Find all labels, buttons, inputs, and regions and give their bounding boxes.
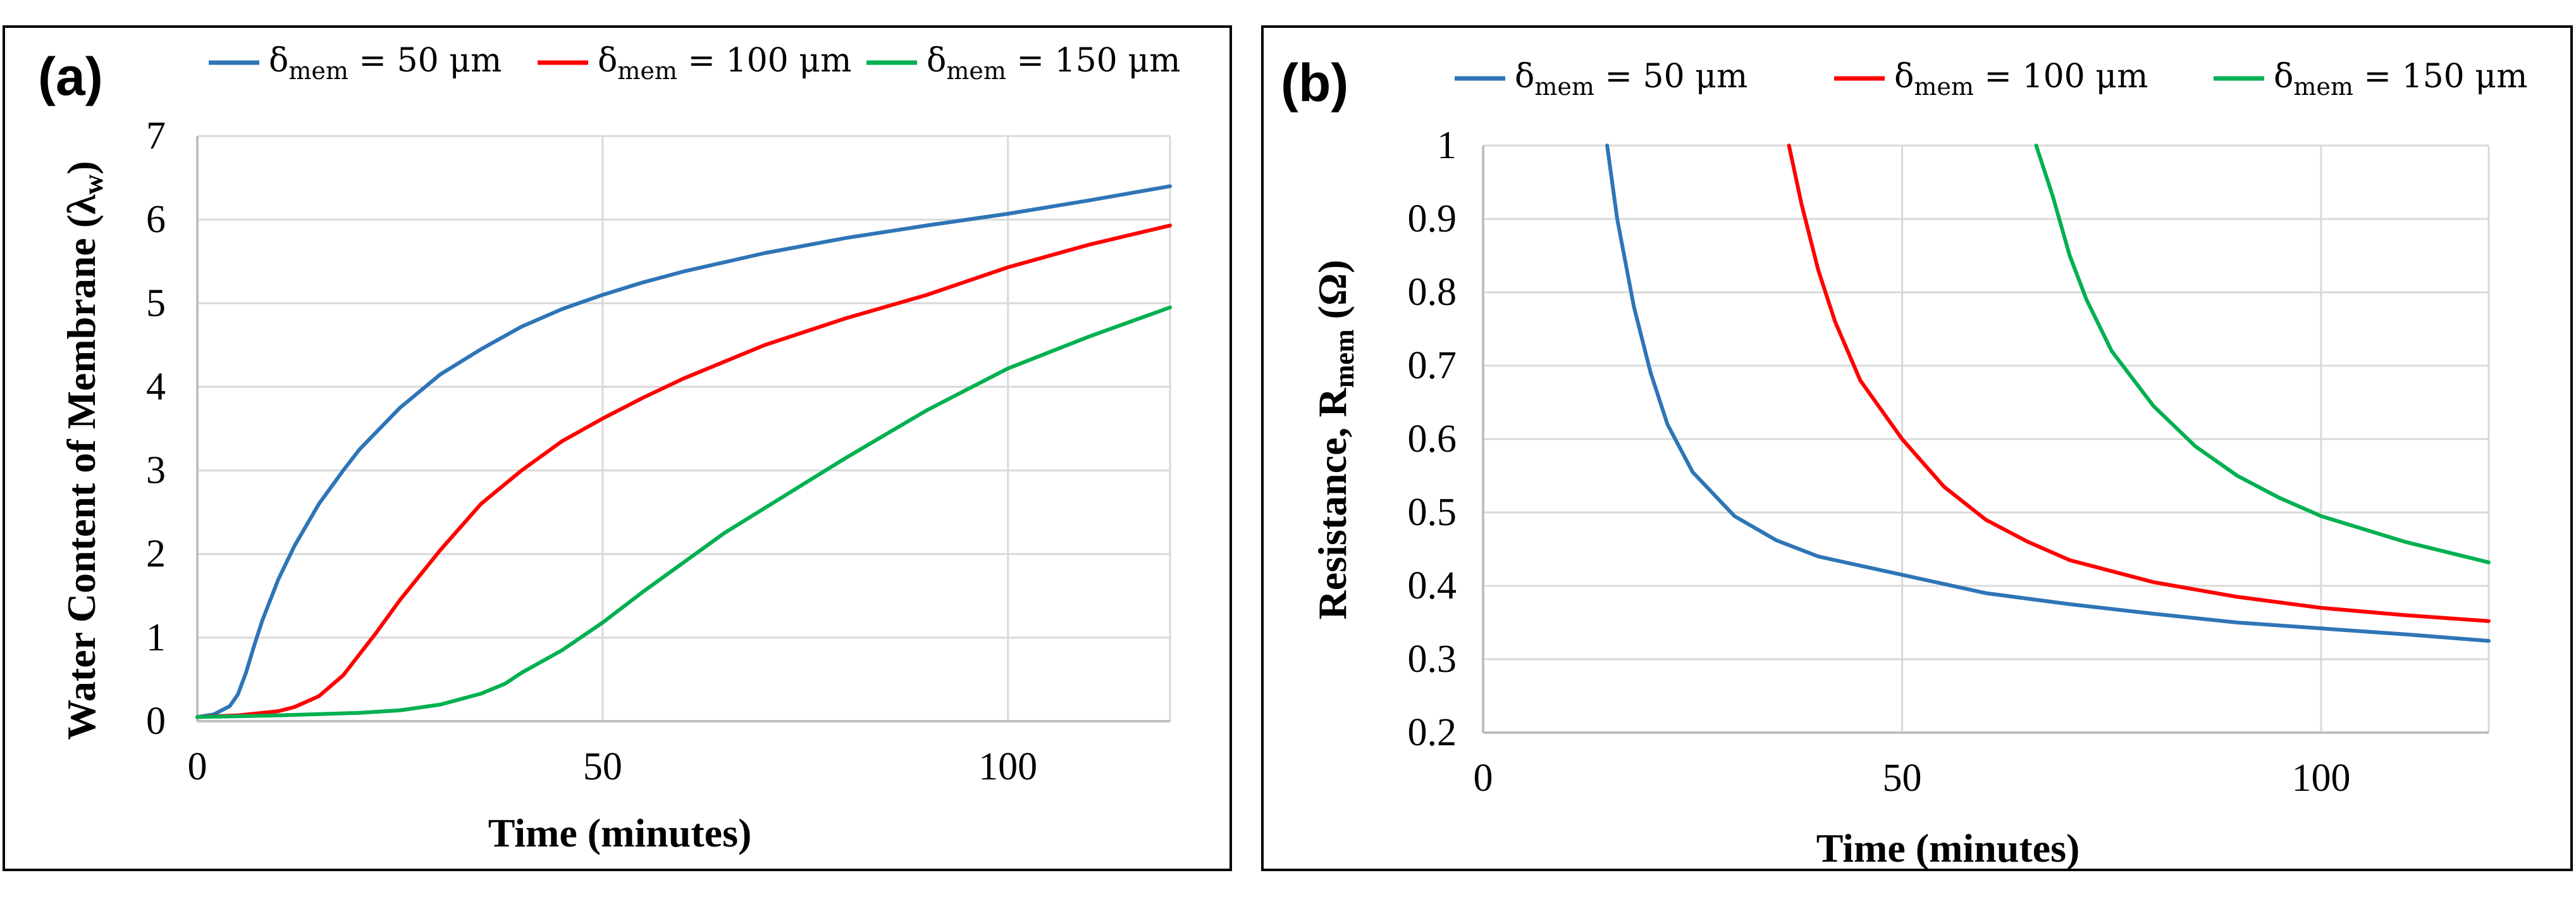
panel-b-series-line-2 [1787, 144, 2491, 623]
panel-b-y-tick-label: 0.6 [1408, 418, 1457, 461]
panel-b-label: (b) [1281, 53, 1348, 113]
panel-a-y-axis-title: Water Content of Membrane (λw) [59, 161, 109, 740]
panel-a-legend-label: δmem = 50 μm [269, 42, 502, 85]
panel-b-y-tick-label: 0.4 [1408, 564, 1457, 607]
panel-a-y-tick-label: 1 [146, 616, 166, 659]
panel-a-y-tick-label: 3 [146, 449, 166, 492]
panel-b-x-tick-label: 100 [2292, 757, 2351, 800]
panel-a: (a) 0 1 2 3 4 5 6 7 0 50 100 δmem = 50 μm δmem = 10… [3, 25, 1232, 871]
panel-a-x-tick-label: 50 [583, 745, 622, 788]
panel-b-x-tick-label: 50 [1883, 757, 1922, 800]
panel-a-y-tick-label: 4 [146, 365, 166, 408]
panel-b-y-tick-label: 0.7 [1408, 344, 1457, 387]
panel-a-y-tick-label: 6 [146, 198, 166, 241]
panel-b-frame [1261, 25, 2573, 871]
panel-a-legend-label: δmem = 150 μm [927, 42, 1180, 85]
panel-b-y-tick-label: 0.3 [1408, 638, 1457, 681]
panel-b-series-line-1 [1605, 144, 2491, 643]
panel-b-y-tick-label: 0.9 [1408, 197, 1457, 240]
panel-a-series-line-2 [195, 223, 1172, 719]
panel-b-y-tick-label: 0.2 [1408, 711, 1457, 754]
panel-b-legend-label: δmem = 150 μm [2274, 58, 2527, 101]
panel-a-x-tick-label: 100 [978, 745, 1037, 788]
panel-a-x-tick-label: 0 [188, 745, 207, 788]
panel-b-y-tick-label: 0.8 [1408, 271, 1457, 314]
panel-b-y-axis-title: Resistance, Rmem (Ω) [1310, 260, 1360, 620]
panel-a-y-tick-label: 7 [146, 115, 166, 158]
panel-b: (b) 0.2 0.3 0.4 0.5 0.6 0.7 0.8 0.9 1 0 50 100 δmem… [1261, 25, 2573, 871]
panel-a-x-axis-title: Time (minutes) [488, 810, 752, 855]
panel-a-legend-label: δmem = 100 μm [598, 42, 851, 85]
panel-b-y-tick-label: 0.5 [1408, 491, 1457, 534]
panel-b-legend-label: δmem = 100 μm [1894, 58, 2148, 101]
panel-a-frame [3, 25, 1232, 871]
panel-a-y-tick-label: 5 [146, 282, 166, 325]
panel-a-series-line-1 [195, 184, 1172, 719]
panel-a-label: (a) [38, 47, 103, 106]
panel-a-series-line-3 [195, 305, 1172, 719]
panel-b-y-tick-label: 1 [1437, 124, 1457, 167]
panel-b-x-tick-label: 0 [1474, 757, 1493, 800]
panel-b-x-axis-title: Time (minutes) [1816, 826, 2080, 871]
panel-b-series-line-3 [2034, 144, 2491, 564]
panel-a-y-tick-label: 2 [146, 533, 166, 576]
panel-b-legend-label: δmem = 50 μm [1515, 58, 1747, 101]
panel-a-y-tick-label: 0 [146, 700, 166, 743]
